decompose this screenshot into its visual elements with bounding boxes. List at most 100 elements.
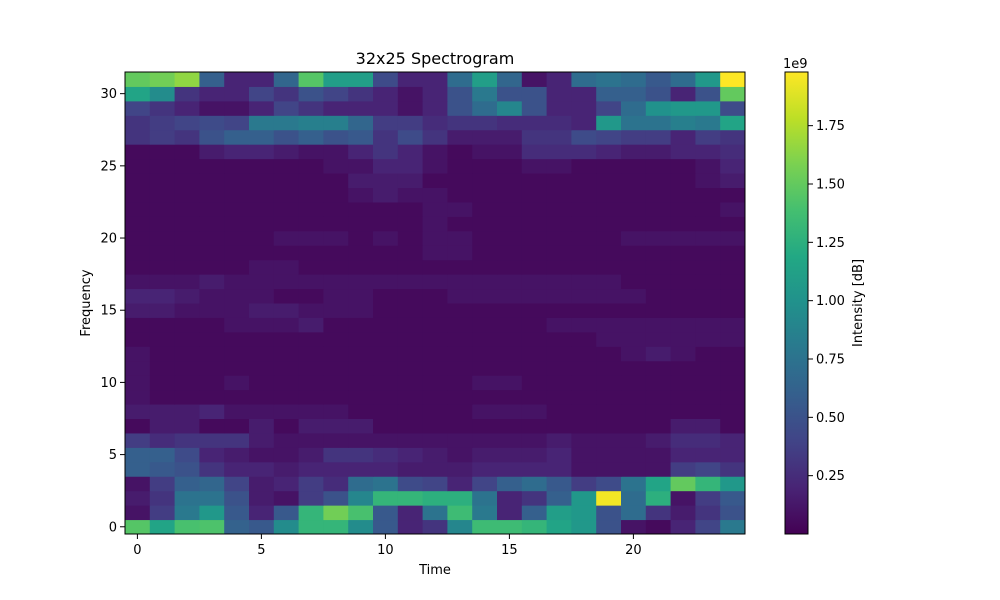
heatmap-cell <box>149 72 176 87</box>
heatmap-cell <box>596 72 622 87</box>
heatmap-cell <box>348 303 374 318</box>
heatmap-cell <box>596 375 622 391</box>
heatmap-cell <box>447 115 473 131</box>
heatmap-cell <box>571 490 597 506</box>
heatmap-cell <box>621 201 647 217</box>
colorbar-scale-label: 1e9 <box>783 57 808 72</box>
heatmap-cell <box>298 187 324 203</box>
heatmap-cell <box>323 360 349 376</box>
heatmap-cell <box>149 505 176 521</box>
heatmap-cell <box>125 418 151 434</box>
heatmap-cell <box>348 389 374 405</box>
heatmap-cell <box>224 389 250 405</box>
heatmap-cell <box>149 404 176 419</box>
heatmap-cell <box>149 519 176 535</box>
heatmap-cell <box>323 245 349 261</box>
heatmap-cell <box>472 418 498 434</box>
heatmap-cell <box>224 404 250 419</box>
heatmap-cell <box>373 418 399 434</box>
heatmap-cell <box>546 432 572 448</box>
x-tick-label: 15 <box>501 543 518 558</box>
heatmap-cell <box>447 274 473 290</box>
heatmap-cell <box>199 418 225 434</box>
heatmap-cell <box>621 519 647 535</box>
heatmap-cell <box>224 259 250 275</box>
heatmap-cell <box>596 274 622 290</box>
heatmap-cell <box>645 86 672 102</box>
heatmap-cell <box>323 519 349 535</box>
heatmap-cell <box>149 173 176 188</box>
heatmap-cell <box>720 72 746 87</box>
heatmap-cell <box>497 303 523 318</box>
heatmap-cell <box>249 404 275 419</box>
heatmap-cell <box>521 129 548 145</box>
heatmap-cell <box>521 375 548 391</box>
heatmap-cell <box>521 346 548 362</box>
heatmap-cell <box>199 245 225 261</box>
heatmap-cell <box>298 158 324 174</box>
heatmap-cell <box>546 259 572 275</box>
heatmap-cell <box>571 519 597 535</box>
heatmap-cell <box>397 360 424 376</box>
heatmap-cell <box>199 360 225 376</box>
heatmap-cell <box>497 461 523 477</box>
heatmap-cell <box>348 100 374 116</box>
heatmap-cell <box>571 187 597 203</box>
heatmap-cell <box>125 72 151 87</box>
heatmap-cell <box>125 346 151 362</box>
heatmap-cell <box>323 317 349 333</box>
heatmap-cell <box>149 230 176 246</box>
heatmap-cell <box>472 173 498 188</box>
heatmap-cell <box>695 187 721 203</box>
heatmap-cell <box>521 404 548 419</box>
heatmap-cell <box>645 360 672 376</box>
heatmap-cell <box>720 288 746 304</box>
heatmap-cell <box>298 432 324 448</box>
heatmap-cell <box>670 100 696 116</box>
heatmap-cell <box>497 216 523 232</box>
heatmap-cell <box>695 461 721 477</box>
heatmap-cell <box>323 72 349 87</box>
colorbar-tick-label: 1.75 <box>816 119 845 134</box>
heatmap-cell <box>149 476 176 492</box>
heatmap-cell <box>546 230 572 246</box>
heatmap-cell <box>521 447 548 463</box>
heatmap-cell <box>472 201 498 217</box>
heatmap-cell <box>670 375 696 391</box>
heatmap-cell <box>422 505 448 521</box>
heatmap-cell <box>125 158 151 174</box>
heatmap-cell <box>571 230 597 246</box>
heatmap-cell <box>273 144 300 160</box>
heatmap-cell <box>249 476 275 492</box>
colorbar-frame <box>784 71 809 535</box>
heatmap-cell <box>497 418 523 434</box>
heatmap-cell <box>125 100 151 116</box>
heatmap-cell <box>497 505 523 521</box>
heatmap-cell <box>149 259 176 275</box>
heatmap-cell <box>497 173 523 188</box>
heatmap-cell <box>720 375 746 391</box>
heatmap-cell <box>199 288 225 304</box>
heatmap-cell <box>273 505 300 521</box>
heatmap-cell <box>249 274 275 290</box>
heatmap-cell <box>224 100 250 116</box>
heatmap-cell <box>422 360 448 376</box>
heatmap-cell <box>546 375 572 391</box>
heatmap-cell <box>645 519 672 535</box>
heatmap-cell <box>373 389 399 405</box>
heatmap-cell <box>497 201 523 217</box>
heatmap-cell <box>397 519 424 535</box>
heatmap-cell <box>199 476 225 492</box>
heatmap-cell <box>670 86 696 102</box>
heatmap-cell <box>397 331 424 347</box>
heatmap-cell <box>670 173 696 188</box>
heatmap-cell <box>546 173 572 188</box>
heatmap-cell <box>472 245 498 261</box>
heatmap-cell <box>546 86 572 102</box>
heatmap-cell <box>621 346 647 362</box>
heatmap-cell <box>670 331 696 347</box>
heatmap-cell <box>695 418 721 434</box>
heatmap-cell <box>397 72 424 87</box>
heatmap-cell <box>125 490 151 506</box>
heatmap-cell <box>720 259 746 275</box>
